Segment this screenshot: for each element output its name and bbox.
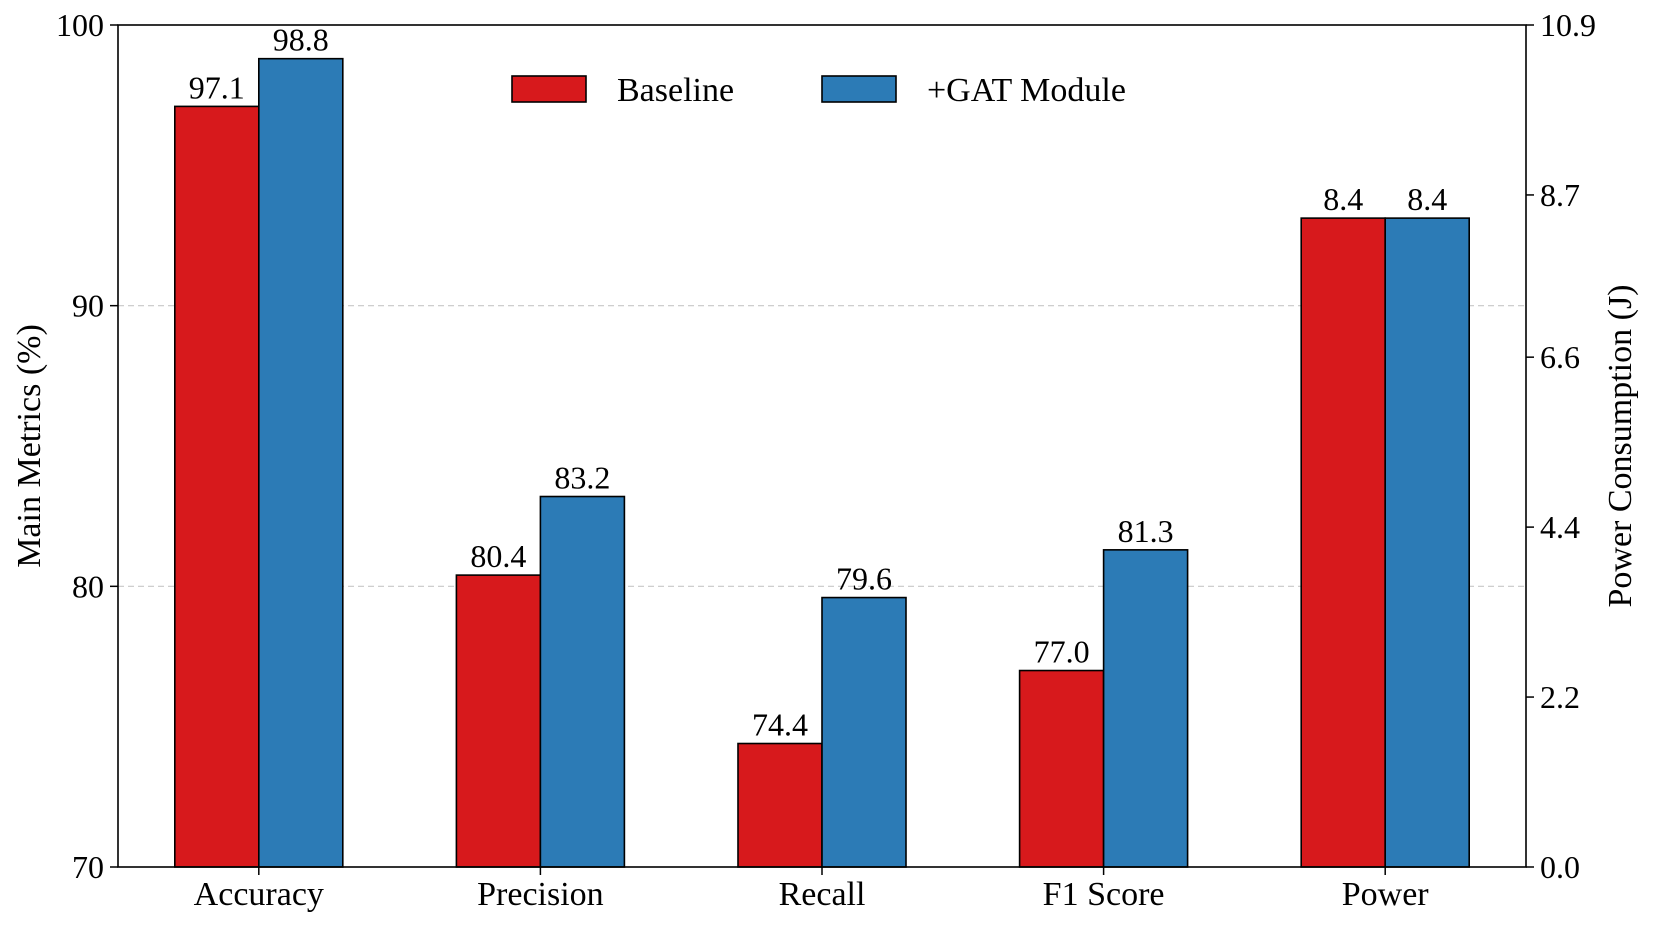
left-axis: 70 80 90 100 <box>56 7 118 885</box>
y2-tick-label: 10.9 <box>1540 7 1596 43</box>
x-tick-label: Accuracy <box>194 876 324 913</box>
legend-swatch-baseline <box>511 75 587 103</box>
bar-value-label: 8.4 <box>1323 181 1363 217</box>
bar-value-label: 81.3 <box>1118 513 1174 549</box>
legend-label-baseline: Baseline <box>617 72 734 109</box>
bar-gat-module <box>539 495 626 868</box>
bar-gat-module <box>821 596 907 868</box>
bar-value-label: 98.8 <box>273 22 329 58</box>
x-axis: Accuracy Precision Recall F1 Score Power <box>194 867 1430 913</box>
bar-value-label: 79.6 <box>836 561 892 597</box>
bar-baseline <box>455 574 542 868</box>
bar-value-label: 97.1 <box>189 69 245 105</box>
y2-tick-label: 4.4 <box>1540 509 1580 545</box>
bar-gat-module <box>1384 217 1470 868</box>
y2-axis-label: Power Consumption (J) <box>1602 285 1639 608</box>
x-tick-label: F1 Score <box>1043 876 1165 913</box>
bars-layer <box>174 57 1470 868</box>
y-tick-label: 90 <box>72 288 104 324</box>
bar-baseline <box>737 742 823 868</box>
bar-value-label: 8.4 <box>1407 181 1447 217</box>
y-tick-label: 100 <box>56 7 104 43</box>
legend: Baseline +GAT Module <box>511 72 1126 109</box>
bar-value-label: 74.4 <box>752 707 808 743</box>
y2-tick-label: 6.6 <box>1540 339 1580 375</box>
grid-layer <box>118 305 1526 587</box>
right-axis: 0.0 2.2 4.4 6.6 8.7 10.9 <box>1526 7 1596 885</box>
bar-baseline <box>1300 217 1386 868</box>
bar-baseline <box>174 105 260 868</box>
y-tick-label: 70 <box>72 849 104 885</box>
y2-tick-label: 2.2 <box>1540 679 1580 715</box>
y-tick-label: 80 <box>72 568 104 604</box>
bar-value-label: 83.2 <box>554 460 610 496</box>
y2-tick-label: 0.0 <box>1540 849 1580 885</box>
bar-value-label: 77.0 <box>1034 634 1090 670</box>
bar-value-label: 80.4 <box>470 538 526 574</box>
bar-baseline <box>1018 669 1105 868</box>
x-tick-label: Power <box>1342 876 1430 913</box>
bar-gat-module <box>1102 549 1189 868</box>
legend-swatch-gat-module <box>821 75 897 103</box>
x-tick-label: Precision <box>477 876 604 913</box>
y-axis-label: Main Metrics (%) <box>11 324 48 568</box>
bar-gat-module <box>257 57 344 868</box>
x-tick-label: Recall <box>779 876 866 913</box>
y2-tick-label: 8.7 <box>1540 177 1580 213</box>
legend-label-gat-module: +GAT Module <box>927 72 1126 109</box>
value-labels-layer: 97.1 98.8 80.4 83.2 74.4 79.6 77.0 81.3 8.4 8.4 <box>189 22 1447 743</box>
